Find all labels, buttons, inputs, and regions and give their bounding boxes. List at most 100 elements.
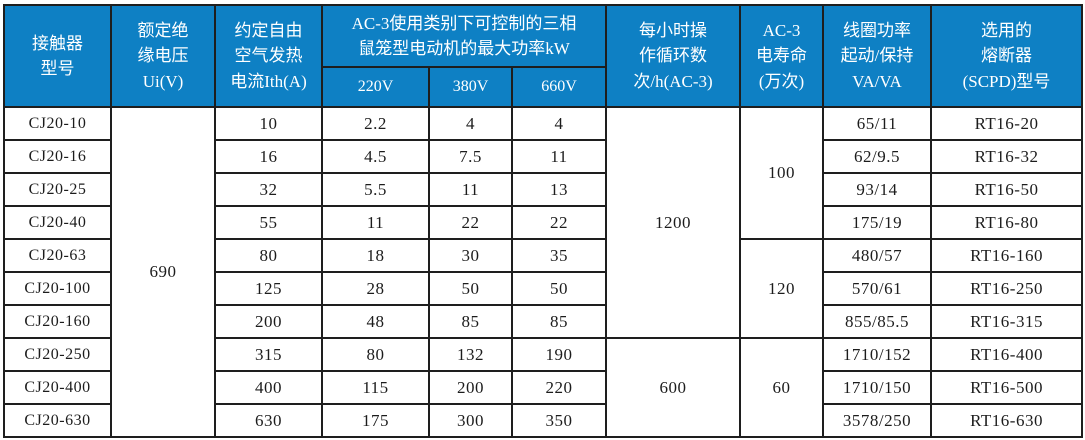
cell-power-660: 22 bbox=[510, 205, 608, 240]
cell-fuse-model: RT16-160 bbox=[930, 238, 1084, 273]
cell-ith: 315 bbox=[214, 337, 323, 372]
header-thermal-current: 约定自由 空气发热 电流Ith(A) bbox=[214, 4, 323, 108]
header-insulation-voltage: 额定绝 缘电压 Ui(V) bbox=[110, 4, 216, 108]
cell-model: CJ20-250 bbox=[3, 337, 112, 372]
cell-model: CJ20-400 bbox=[3, 370, 112, 405]
cell-model: CJ20-630 bbox=[3, 403, 112, 438]
cell-model: CJ20-100 bbox=[3, 271, 112, 306]
cell-fuse-model: RT16-315 bbox=[930, 304, 1084, 339]
cell-power-380: 4 bbox=[428, 106, 513, 141]
header-line: Ui(V) bbox=[142, 71, 184, 91]
span-cycles-per-hour: 600 bbox=[605, 337, 742, 438]
cell-fuse-model: RT16-50 bbox=[930, 172, 1084, 207]
cell-power-380: 50 bbox=[428, 271, 513, 306]
cell-fuse-model: RT16-20 bbox=[930, 106, 1084, 141]
cell-coil-power: 175/19 bbox=[822, 205, 933, 240]
header-line: 额定绝 bbox=[137, 20, 189, 40]
cell-coil-power: 93/14 bbox=[822, 172, 933, 207]
cell-power-660: 50 bbox=[510, 271, 608, 306]
cell-power-220: 28 bbox=[321, 271, 430, 306]
span-ac3-life: 120 bbox=[739, 238, 825, 339]
header-line: 接触器 bbox=[32, 33, 83, 53]
cell-ith: 200 bbox=[214, 304, 323, 339]
cell-power-380: 200 bbox=[428, 370, 513, 405]
cell-power-220: 48 bbox=[321, 304, 430, 339]
header-line: 约定自由 bbox=[234, 20, 303, 40]
cell-power-220: 80 bbox=[321, 337, 430, 372]
header-line: 电流Ith(A) bbox=[230, 71, 307, 91]
span-cycles-per-hour: 1200 bbox=[605, 106, 742, 339]
header-operating-cycles: 每小时操 作循环数 次/h(AC-3) bbox=[605, 4, 742, 108]
header-ac3-electrical-life: AC-3 电寿命 (万次) bbox=[739, 4, 825, 108]
cell-power-380: 85 bbox=[428, 304, 513, 339]
header-line: (SCPD)型号 bbox=[962, 71, 1051, 91]
cell-power-380: 7.5 bbox=[428, 139, 513, 174]
cell-fuse-model: RT16-250 bbox=[930, 271, 1084, 306]
header-line: 熔断器 bbox=[981, 46, 1033, 66]
cell-power-660: 85 bbox=[510, 304, 608, 339]
cell-power-660: 190 bbox=[510, 337, 608, 372]
header-model: 接触器 型号 bbox=[3, 4, 112, 108]
header-line: 型号 bbox=[40, 59, 75, 78]
cell-fuse-model: RT16-32 bbox=[930, 139, 1084, 174]
header-fuse-model: 选用的 熔断器 (SCPD)型号 bbox=[930, 4, 1084, 108]
cell-model: CJ20-16 bbox=[3, 139, 112, 174]
header-line: 次/h(AC-3) bbox=[633, 71, 713, 91]
cell-model: CJ20-160 bbox=[3, 304, 112, 339]
header-line: 鼠笼型电动机的最大功率kW bbox=[358, 39, 570, 58]
cell-power-380: 11 bbox=[428, 172, 513, 207]
cell-fuse-model: RT16-630 bbox=[930, 403, 1084, 438]
table-row: CJ20-100 125 28 50 50 570/61 RT16-250 bbox=[3, 271, 1084, 306]
header-line: 缘电压 bbox=[137, 46, 189, 66]
cell-ith: 80 bbox=[214, 238, 323, 273]
header-line: 作循环数 bbox=[639, 46, 708, 66]
cell-power-220: 11 bbox=[321, 205, 430, 240]
table-body: CJ20-10 690 10 2.2 4 4 1200 100 65/11 RT… bbox=[3, 106, 1084, 438]
table-row: CJ20-250 315 80 132 190 600 60 1710/152 … bbox=[3, 337, 1084, 438]
table-row: CJ20-63 80 18 30 35 120 480/57 RT16-160 bbox=[3, 238, 1084, 339]
header-line: AC-3使用类别下可控制的三相 bbox=[351, 13, 577, 33]
cell-model: CJ20-63 bbox=[3, 238, 112, 273]
cell-coil-power: 1710/152 bbox=[822, 337, 933, 372]
header-row-main: 接触器 型号 额定绝 缘电压 Ui(V) 约定自由 空气发热 电流Ith(A) … bbox=[3, 4, 1084, 108]
header-line: 电寿命 bbox=[756, 46, 808, 66]
table-row: CJ20-25 32 5.5 11 13 93/14 RT16-50 bbox=[3, 172, 1084, 207]
cell-ith: 400 bbox=[214, 370, 323, 405]
header-660v: 660V bbox=[510, 66, 608, 108]
span-ui-voltage: 690 bbox=[110, 106, 216, 438]
cell-power-660: 11 bbox=[510, 139, 608, 174]
cell-model: CJ20-10 bbox=[3, 106, 112, 141]
header-line: VA/VA bbox=[852, 71, 902, 91]
cell-power-660: 220 bbox=[510, 370, 608, 405]
header-ac3-motor-power-group: AC-3使用类别下可控制的三相 鼠笼型电动机的最大功率kW bbox=[320, 4, 608, 68]
header-line: (万次) bbox=[758, 71, 805, 91]
cell-power-220: 4.5 bbox=[321, 139, 430, 174]
table-row: CJ20-630 630 175 300 350 3578/250 RT16-6… bbox=[3, 403, 1084, 438]
table-row: CJ20-16 16 4.5 7.5 11 62/9.5 RT16-32 bbox=[3, 139, 1084, 174]
header-380v: 380V bbox=[428, 66, 513, 108]
cell-power-220: 175 bbox=[321, 403, 430, 438]
header-coil-power: 线圈功率 起动/保持 VA/VA bbox=[822, 4, 933, 108]
header-line: 选用的 bbox=[981, 20, 1033, 40]
cell-coil-power: 480/57 bbox=[822, 238, 933, 273]
cell-coil-power: 65/11 bbox=[822, 106, 933, 141]
cell-ith: 10 bbox=[214, 106, 323, 141]
cell-power-660: 13 bbox=[510, 172, 608, 207]
cell-ith: 16 bbox=[214, 139, 323, 174]
cell-power-220: 18 bbox=[321, 238, 430, 273]
cell-ith: 55 bbox=[214, 205, 323, 240]
cell-coil-power: 570/61 bbox=[822, 271, 933, 306]
cell-fuse-model: RT16-500 bbox=[930, 370, 1084, 405]
cell-model: CJ20-25 bbox=[3, 172, 112, 207]
cell-ith: 630 bbox=[214, 403, 323, 438]
table-header: 接触器 型号 额定绝 缘电压 Ui(V) 约定自由 空气发热 电流Ith(A) … bbox=[3, 4, 1084, 108]
table-row: CJ20-10 690 10 2.2 4 4 1200 100 65/11 RT… bbox=[3, 106, 1084, 438]
cell-fuse-model: RT16-400 bbox=[930, 337, 1084, 372]
cell-power-380: 22 bbox=[428, 205, 513, 240]
cell-power-660: 35 bbox=[510, 238, 608, 273]
cell-coil-power: 855/85.5 bbox=[822, 304, 933, 339]
cell-power-660: 4 bbox=[510, 106, 608, 141]
cell-power-220: 115 bbox=[321, 370, 430, 405]
cell-ith: 32 bbox=[214, 172, 323, 207]
